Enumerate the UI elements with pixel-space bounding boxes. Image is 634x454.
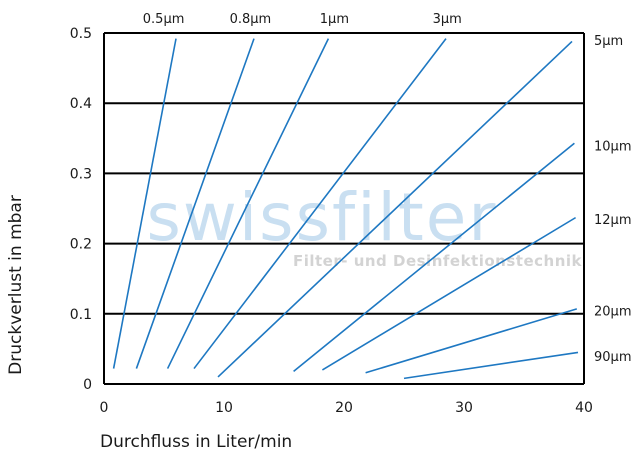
series-line <box>365 308 578 374</box>
series-line <box>321 216 577 371</box>
series-line <box>166 38 330 369</box>
series-line <box>293 142 575 372</box>
series-label: 90µm <box>594 350 631 365</box>
x-tick-label: 30 <box>455 400 473 416</box>
grid-lines <box>104 32 584 315</box>
watermark: swissfilter Filter- und Desinfektionstec… <box>146 179 582 270</box>
x-tick-label: 0 <box>100 400 109 416</box>
y-tick-label: 0 <box>83 377 92 393</box>
y-tick-label: 0.2 <box>70 237 92 253</box>
series-label: 0.5µm <box>143 12 185 27</box>
axes <box>103 33 585 385</box>
series-label: 10µm <box>594 139 631 154</box>
x-axis-title: Durchfluss in Liter/min <box>100 432 292 452</box>
series-line <box>403 351 579 380</box>
x-tick-label: 20 <box>335 400 353 416</box>
series-line <box>112 38 177 369</box>
series-line <box>135 38 255 369</box>
series-labels: 0.5µm 0.8µm 1µm 3µm 5µm 10µm 12µm 20µm 90µm <box>143 12 632 365</box>
series-line <box>193 38 447 370</box>
series-label: 12µm <box>594 213 631 228</box>
series-label: 20µm <box>594 304 631 319</box>
y-tick-label: 0.4 <box>70 96 92 112</box>
y-tick-labels: 0 0.1 0.2 0.3 0.4 0.5 <box>70 26 92 393</box>
series-label: 0.8µm <box>230 12 272 27</box>
x-tick-label: 40 <box>575 400 593 416</box>
y-axis-title: Druckverlust in mbar <box>6 195 26 375</box>
series-label: 1µm <box>320 12 349 27</box>
x-tick-label: 10 <box>215 400 233 416</box>
y-tick-label: 0.5 <box>70 26 92 42</box>
series-lines <box>112 38 579 380</box>
x-tick-labels: 0 10 20 30 40 <box>100 400 593 416</box>
y-tick-label: 0.1 <box>70 307 92 323</box>
y-tick-label: 0.3 <box>70 166 92 182</box>
series-label: 5µm <box>594 34 623 49</box>
series-line <box>217 40 573 378</box>
series-label: 3µm <box>433 12 462 27</box>
